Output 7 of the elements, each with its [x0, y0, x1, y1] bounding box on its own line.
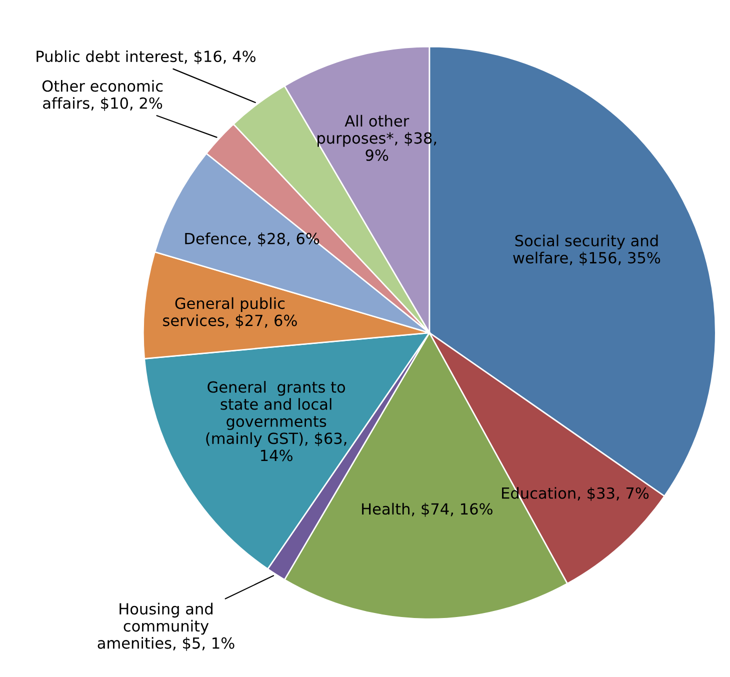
slice-label: General public services, $27, 6%	[163, 297, 297, 328]
slice-label: General grants to state and local governments (mainly GST), $63, 14%	[206, 380, 346, 462]
slice-label: Social security and welfare, $156, 35%	[513, 234, 660, 266]
slice-label: Other economic affairs, $10, 2%	[42, 80, 163, 111]
slice-label: Public debt interest, $16, 4%	[36, 50, 256, 64]
slice-label: Housing and community amenities, $5, 1%	[98, 602, 234, 651]
slice-label: Health, $74, 16%	[362, 502, 492, 517]
